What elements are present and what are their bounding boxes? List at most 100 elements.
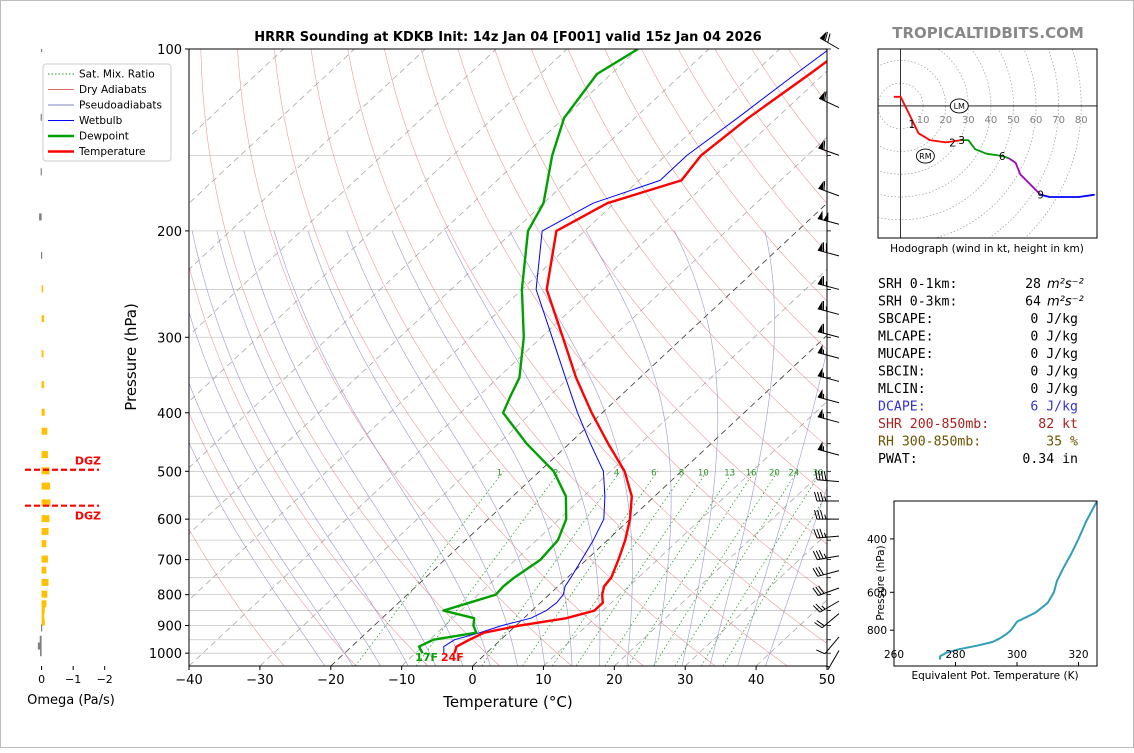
wind-barb bbox=[818, 301, 839, 315]
dry-adiabat-line bbox=[348, 49, 788, 666]
theta-e-y-tick-label: 800 bbox=[867, 625, 887, 637]
wind-barb bbox=[818, 389, 839, 403]
y-tick-label: 800 bbox=[157, 589, 182, 604]
x-tick-label: 20 bbox=[606, 673, 623, 688]
hodograph-trace bbox=[1041, 195, 1095, 197]
wind-barb bbox=[818, 210, 839, 224]
isotherm-line bbox=[118, 49, 780, 666]
surface-dewpoint-label: 17F bbox=[415, 651, 438, 664]
wind-barb bbox=[813, 550, 839, 559]
mixing-ratio-label: 4 bbox=[614, 469, 619, 479]
surface-temperature-label: 24F bbox=[441, 651, 464, 664]
theta-e-x-tick-label: 320 bbox=[1069, 649, 1089, 661]
dewpoint-profile-line bbox=[419, 49, 638, 653]
y-tick-label: 300 bbox=[157, 331, 182, 346]
omega-bar bbox=[42, 579, 49, 586]
pseudo-adiabat-line bbox=[169, 231, 380, 666]
pseudo-adiabat-line bbox=[510, 231, 633, 666]
mixing-ratio-line bbox=[628, 471, 754, 666]
hodograph-ring-label: 30 bbox=[962, 115, 975, 126]
y-tick-label: 400 bbox=[157, 407, 182, 422]
omega-bar bbox=[42, 567, 47, 574]
theta-e-x-axis-label: Equivalent Pot. Temperature (K) bbox=[911, 670, 1078, 682]
hodograph-height-label: 6 bbox=[999, 151, 1006, 163]
omega-bar bbox=[42, 315, 45, 322]
pseudo-adiabat-line bbox=[738, 231, 844, 666]
index-value: 0.34 in bbox=[1022, 452, 1078, 467]
index-value: 0 J/kg bbox=[1030, 347, 1078, 362]
omega-bar bbox=[42, 540, 47, 547]
mixing-ratio-label: 36 bbox=[833, 469, 844, 479]
index-label: SBCIN: bbox=[878, 365, 926, 380]
omega-x-axis-label: Omega (Pa/s) bbox=[27, 693, 115, 708]
omega-bar bbox=[41, 45, 42, 52]
omega-bar bbox=[40, 636, 42, 643]
wind-barb bbox=[818, 345, 839, 359]
hodograph-height-label: 3 bbox=[958, 135, 965, 147]
omega-bar bbox=[42, 600, 47, 607]
index-label: SHR 200-850mb: bbox=[878, 417, 989, 432]
omega-bar bbox=[41, 624, 42, 631]
theta-e-line bbox=[940, 501, 1097, 660]
theta-e-x-tick-label: 300 bbox=[1007, 649, 1027, 661]
wind-barb bbox=[818, 181, 839, 196]
index-value: 82 kt bbox=[1038, 417, 1078, 432]
wind-barbs bbox=[813, 31, 839, 669]
index-value: 35 % bbox=[1046, 435, 1078, 450]
mixing-ratio-line bbox=[355, 471, 503, 666]
index-value: 0 J/kg bbox=[1030, 330, 1078, 345]
index-value: 28 bbox=[1025, 277, 1041, 292]
y-tick-label: 100 bbox=[157, 43, 182, 58]
omega-bar bbox=[41, 114, 42, 121]
index-label: MUCAPE: bbox=[878, 347, 934, 362]
mixing-ratio-label: 16 bbox=[746, 469, 757, 479]
index-value: 0 J/kg bbox=[1030, 382, 1078, 397]
y-tick-label: 700 bbox=[157, 554, 182, 569]
omega-bar bbox=[40, 649, 42, 656]
omega-bar bbox=[42, 285, 44, 292]
y-tick-label: 900 bbox=[157, 620, 182, 635]
index-unit: m²s⁻² bbox=[1047, 295, 1084, 310]
index-label: PWAT: bbox=[878, 452, 918, 467]
omega-bar bbox=[42, 451, 48, 458]
dry-adiabat-line bbox=[384, 49, 859, 666]
theta-e-plot bbox=[940, 501, 1097, 660]
omega-bar bbox=[39, 213, 42, 220]
skewt-y-axis-label: Pressure (hPa) bbox=[122, 303, 140, 411]
mixing-ratio-line bbox=[482, 471, 621, 666]
y-tick-label: 200 bbox=[157, 225, 182, 240]
legend-entry: Wetbulb bbox=[79, 115, 123, 127]
wind-barb bbox=[820, 31, 839, 49]
pseudo-adiabat-line bbox=[217, 231, 436, 666]
x-tick-label: −30 bbox=[246, 673, 273, 688]
index-label: MLCAPE: bbox=[878, 330, 934, 345]
mixing-ratio-label: 13 bbox=[724, 469, 735, 479]
x-tick-label: 50 bbox=[819, 673, 836, 688]
wind-barb bbox=[819, 91, 839, 107]
wind-barb bbox=[818, 368, 839, 382]
x-tick-label: 40 bbox=[748, 673, 765, 688]
index-value: 6 J/kg bbox=[1030, 400, 1078, 415]
hodograph-ring-label: 70 bbox=[1052, 115, 1065, 126]
index-label: DCAPE: bbox=[878, 400, 926, 415]
dry-adiabat-line bbox=[164, 49, 428, 666]
brand-watermark: TROPICALTIDBITS.COM bbox=[892, 24, 1084, 42]
hodograph-frame bbox=[878, 49, 1097, 238]
wind-barb bbox=[813, 586, 839, 596]
omega-bar bbox=[42, 515, 50, 522]
omega-bar bbox=[41, 168, 42, 175]
dgz-label: DGZ bbox=[75, 455, 101, 468]
wind-barb bbox=[818, 276, 839, 290]
mixing-ratio-label: 10 bbox=[698, 469, 709, 479]
pseudo-adiabat-line bbox=[392, 231, 572, 666]
theta-e-y-tick-label: 400 bbox=[867, 534, 887, 546]
omega-bar bbox=[42, 381, 45, 388]
omega-bar bbox=[42, 607, 45, 614]
skewt-axes: 1002003004005006007008009001000−40−30−20… bbox=[149, 43, 835, 688]
index-label: SRH 0-3km: bbox=[878, 295, 957, 310]
